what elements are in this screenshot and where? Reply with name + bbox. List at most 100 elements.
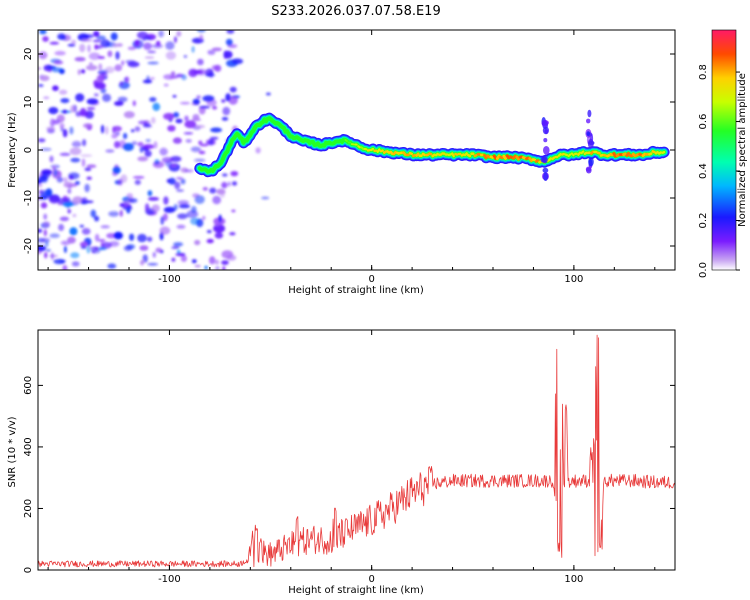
noise-speckle bbox=[193, 124, 206, 129]
noise-speckle bbox=[139, 146, 144, 153]
snr-series-line bbox=[38, 334, 675, 568]
snr-ticks: -100 0 100 0 200 400 600 bbox=[23, 330, 675, 585]
noise-speckle bbox=[57, 33, 66, 40]
ridge-core-segment bbox=[534, 159, 540, 163]
noise-speckle bbox=[154, 160, 160, 165]
noise-speckle bbox=[213, 224, 226, 233]
noise-speckle bbox=[150, 77, 155, 80]
noise-speckle bbox=[96, 74, 105, 84]
noise-speckle bbox=[97, 71, 107, 75]
noise-speckle bbox=[38, 67, 42, 70]
artefact-smear bbox=[587, 109, 592, 118]
noise-speckle bbox=[70, 252, 80, 259]
noise-speckle bbox=[159, 147, 168, 156]
noise-speckle bbox=[192, 98, 200, 105]
artefact-smear bbox=[586, 167, 592, 174]
noise-speckle bbox=[200, 143, 209, 147]
ridge-core-segment bbox=[641, 152, 647, 158]
frequency-ridge bbox=[194, 109, 670, 181]
noise-speckle bbox=[81, 228, 91, 235]
noise-speckle bbox=[174, 36, 177, 43]
noise-speckle bbox=[90, 209, 97, 218]
ridge-core-segment bbox=[615, 153, 621, 158]
noise-speckle bbox=[215, 259, 219, 265]
ridge-core-segment bbox=[454, 152, 459, 156]
ridge-core-segment bbox=[370, 147, 375, 152]
noise-speckle bbox=[151, 117, 156, 124]
colorbar-tick-label: 0.6 bbox=[698, 114, 709, 130]
noise-speckle bbox=[39, 75, 50, 82]
noise-speckle bbox=[196, 95, 201, 99]
noise-speckle bbox=[202, 95, 215, 102]
noise-speckle bbox=[93, 31, 100, 37]
spectrogram-xlabel: Height of straight line (km) bbox=[288, 285, 424, 296]
noise-speckle bbox=[88, 52, 101, 60]
noise-speckle bbox=[140, 260, 145, 266]
ridge-core-segment bbox=[460, 153, 465, 157]
noise-speckle bbox=[171, 71, 176, 77]
ridge-core-segment bbox=[466, 153, 472, 158]
noise-speckle bbox=[53, 258, 66, 265]
noise-speckle bbox=[83, 123, 93, 129]
noise-speckle bbox=[92, 39, 102, 43]
noise-speckle bbox=[151, 44, 163, 49]
noise-speckle bbox=[198, 150, 206, 155]
noise-speckle bbox=[147, 61, 159, 65]
noise-speckle bbox=[155, 247, 162, 253]
noise-speckle bbox=[163, 213, 168, 222]
noise-speckle bbox=[60, 98, 70, 104]
noise-speckle bbox=[49, 233, 60, 238]
noise-speckle bbox=[79, 43, 86, 53]
noise-speckle bbox=[89, 62, 93, 66]
ridge-core-segment bbox=[622, 152, 627, 157]
colorbar-ticks: 0.0 0.2 0.4 0.6 0.8 bbox=[698, 64, 740, 278]
noise-speckle bbox=[136, 31, 149, 39]
noise-speckle bbox=[42, 36, 49, 42]
ridge-core-segment bbox=[589, 150, 595, 155]
colorbar: 0.0 0.2 0.4 0.6 0.8 Normalized spectral ampl… bbox=[698, 29, 748, 278]
noise-speckle bbox=[183, 55, 187, 58]
noise-speckle bbox=[216, 188, 226, 195]
noise-speckle bbox=[195, 68, 207, 76]
noise-speckle bbox=[59, 123, 65, 129]
y-tick-label: 10 bbox=[23, 96, 34, 109]
noise-speckle bbox=[113, 231, 124, 240]
noise-speckle bbox=[173, 112, 180, 118]
noise-speckle bbox=[38, 183, 43, 188]
noise-speckle bbox=[93, 93, 99, 97]
noise-speckle bbox=[80, 154, 93, 158]
noise-speckle bbox=[156, 40, 161, 47]
ridge-core-segment bbox=[360, 146, 365, 150]
noise-speckle bbox=[146, 236, 153, 242]
y-tick-label: -10 bbox=[23, 190, 34, 206]
x-tick-label: 100 bbox=[564, 574, 583, 585]
noise-speckle bbox=[171, 257, 176, 262]
noise-speckle bbox=[63, 246, 67, 253]
noise-speckle bbox=[176, 213, 189, 220]
ridge-core-segment bbox=[499, 155, 504, 160]
noise-speckle bbox=[255, 147, 261, 154]
noise-speckle bbox=[70, 157, 81, 163]
noise-speckle bbox=[227, 181, 231, 187]
noise-speckle bbox=[126, 207, 131, 214]
ridge-core-segment bbox=[395, 151, 401, 155]
noise-speckle bbox=[165, 41, 175, 50]
noise-speckle bbox=[69, 227, 78, 236]
noise-speckle bbox=[144, 150, 152, 158]
noise-speckle bbox=[38, 51, 48, 60]
artefact-smear bbox=[588, 157, 594, 167]
noise-speckle bbox=[116, 43, 123, 47]
noise-speckle bbox=[222, 106, 231, 116]
noise-speckle bbox=[106, 233, 117, 239]
ridge-core-segment bbox=[648, 152, 653, 156]
x-tick-label: -100 bbox=[158, 274, 181, 285]
noise-speckle bbox=[44, 252, 48, 259]
noise-speckle bbox=[80, 241, 88, 248]
noise-speckle bbox=[127, 46, 136, 51]
noise-speckle bbox=[86, 106, 96, 111]
noise-speckle bbox=[74, 57, 86, 62]
noise-speckle bbox=[168, 177, 176, 185]
ridge-core-segment bbox=[521, 156, 527, 160]
noise-speckle bbox=[261, 196, 270, 200]
